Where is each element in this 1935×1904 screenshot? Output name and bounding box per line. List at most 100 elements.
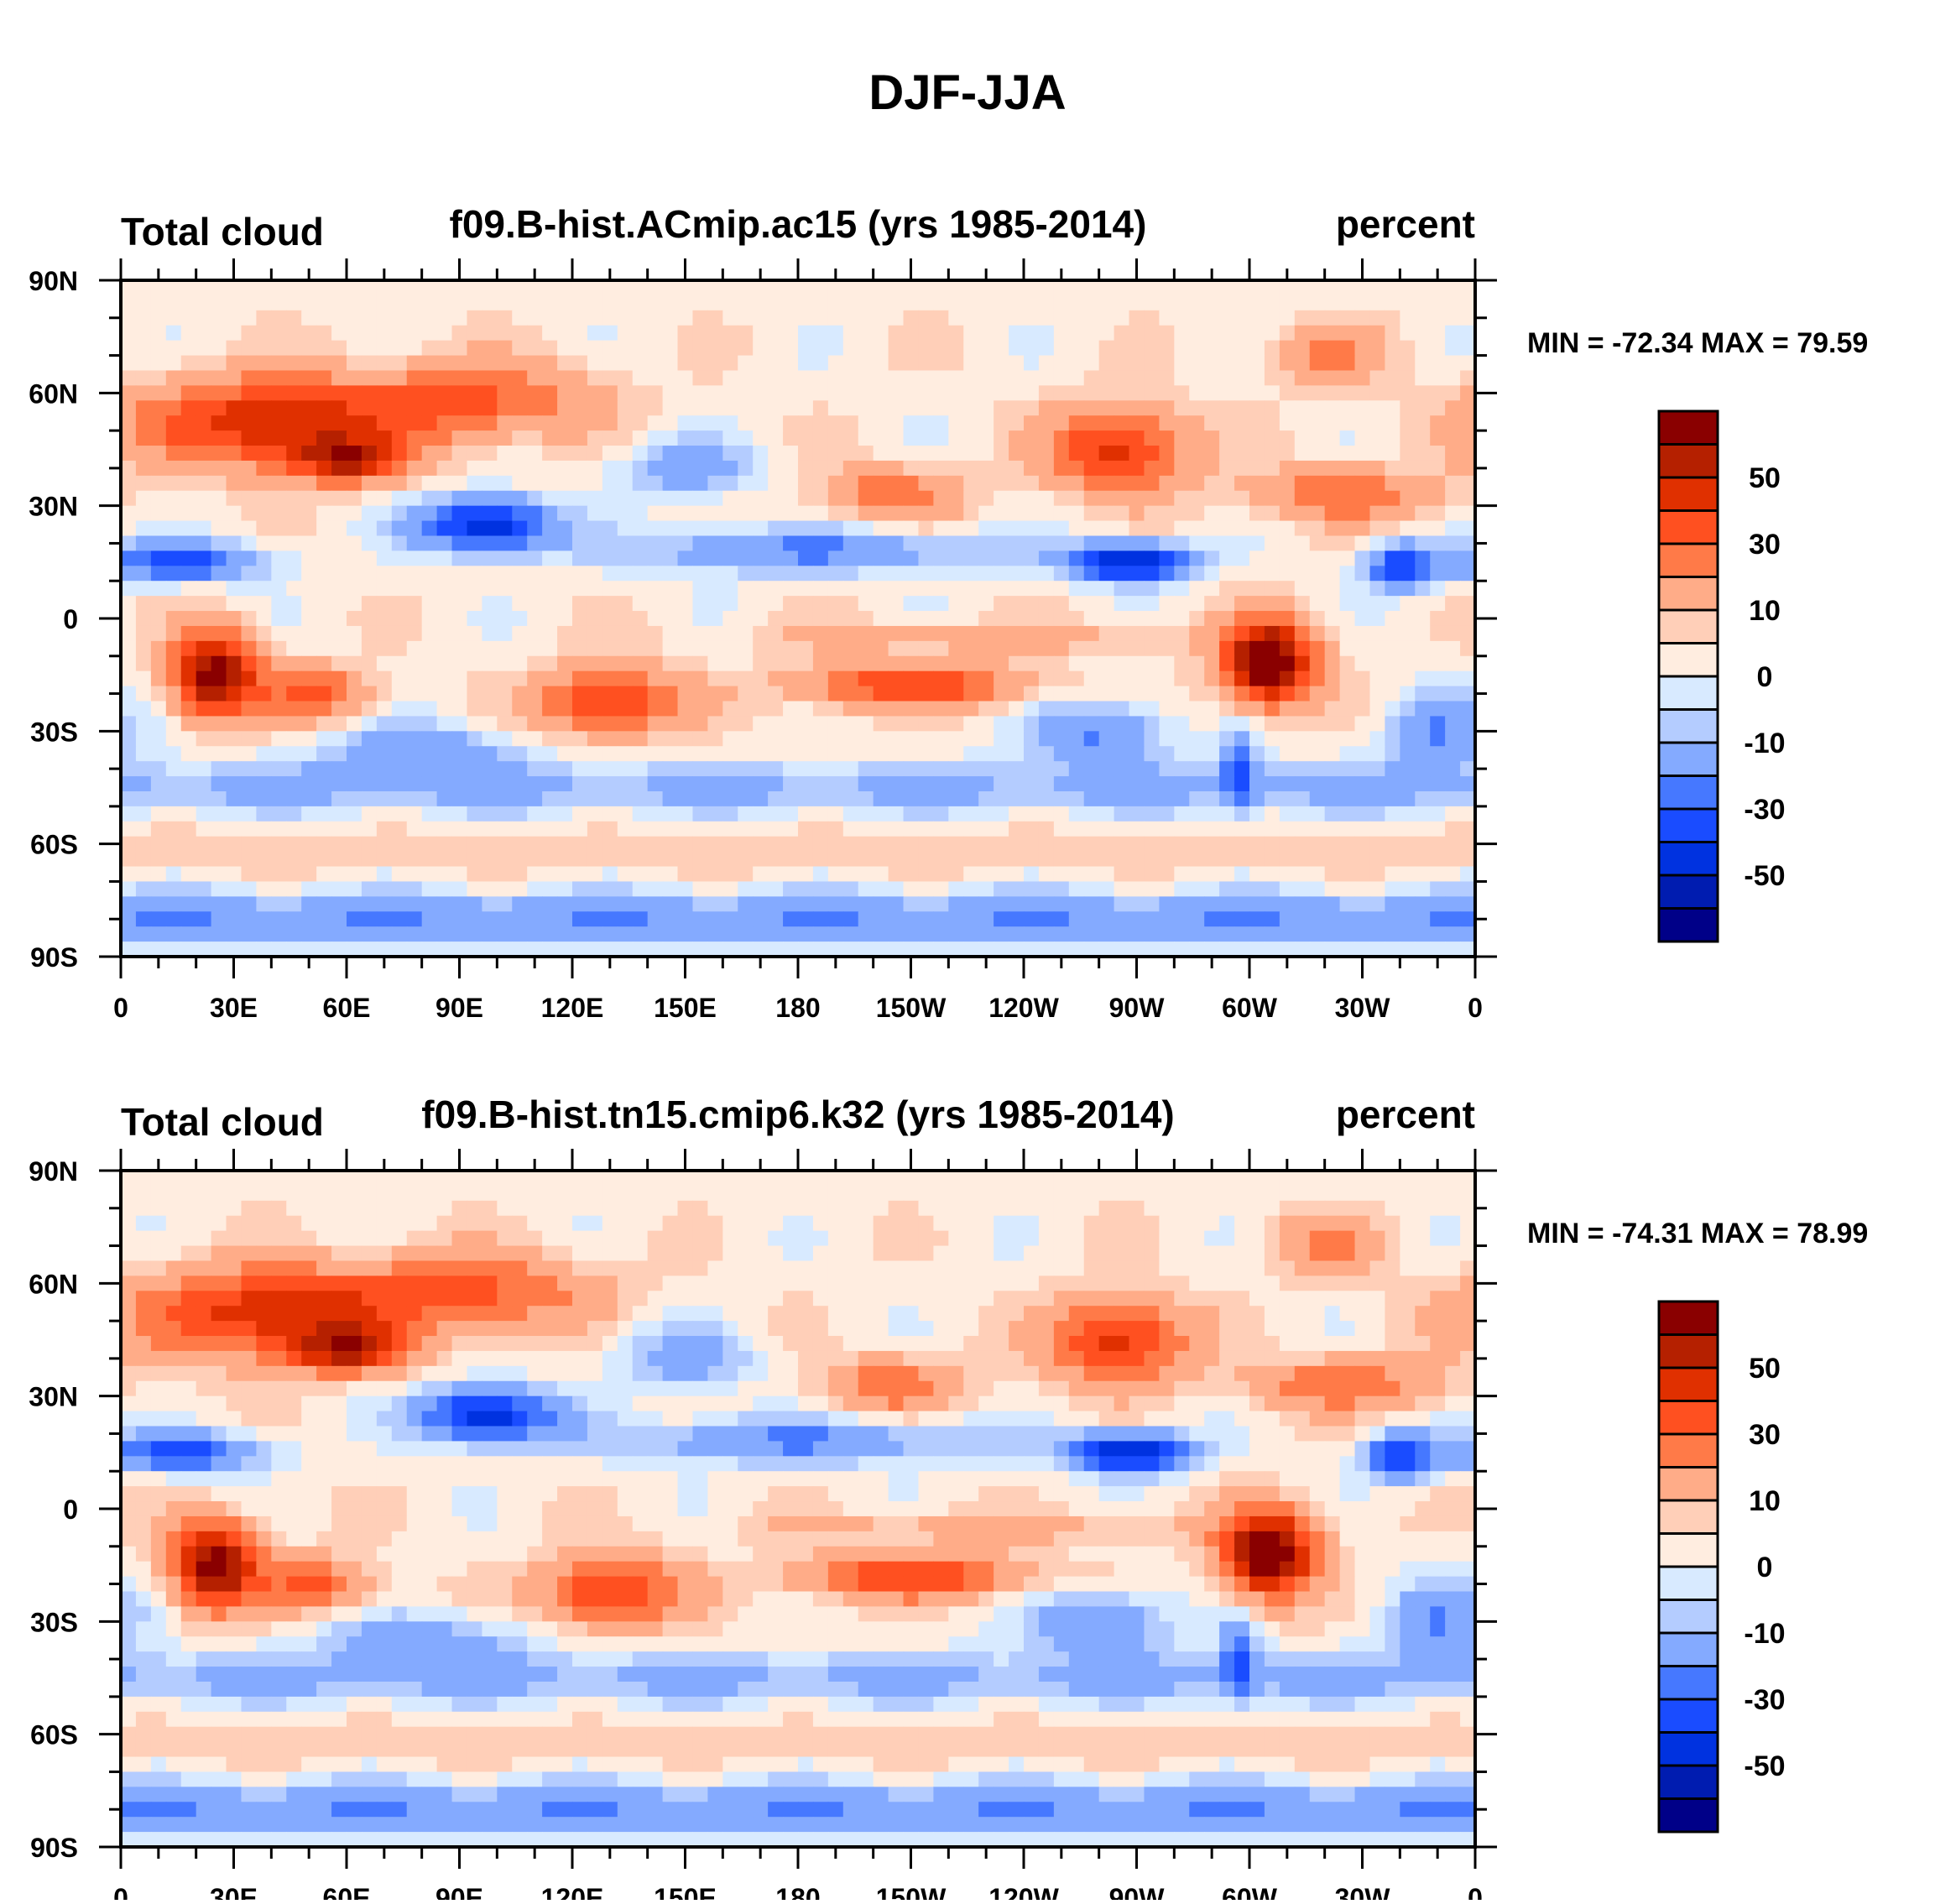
- heat-cell: [1069, 1231, 1085, 1247]
- heat-cell: [1385, 656, 1400, 672]
- heat-cell: [482, 731, 498, 747]
- heat-cell: [121, 702, 137, 717]
- heat-cell: [151, 400, 167, 416]
- heat-cell: [331, 806, 347, 822]
- heat-cell: [347, 356, 362, 372]
- heat-cell: [316, 1201, 332, 1217]
- heat-cell: [362, 806, 378, 822]
- heat-cell: [196, 911, 212, 927]
- heat-cell: [1355, 926, 1371, 942]
- heat-cell: [121, 731, 137, 747]
- heat-cell: [1385, 341, 1400, 357]
- heat-cell: [557, 566, 573, 582]
- heat-cell: [497, 702, 513, 717]
- heat-cell: [1129, 852, 1145, 868]
- heat-cell: [1159, 295, 1175, 311]
- heat-cell: [467, 1291, 482, 1307]
- heat-cell: [1445, 535, 1461, 551]
- heat-cell: [497, 476, 513, 492]
- heat-cell: [542, 280, 558, 296]
- heat-cell: [798, 822, 814, 837]
- heat-cell: [1144, 1231, 1160, 1247]
- heat-cell: [618, 566, 634, 582]
- heat-cell: [1039, 852, 1055, 868]
- heat-cell: [1280, 656, 1296, 672]
- heat-cell: [678, 1246, 694, 1262]
- heat-cell: [692, 461, 708, 477]
- heat-cell: [181, 641, 197, 657]
- heat-cell: [196, 596, 212, 612]
- heat-cell: [602, 430, 618, 446]
- heat-cell: [707, 867, 723, 883]
- heat-cell: [1445, 1171, 1461, 1187]
- heat-cell: [768, 341, 784, 357]
- heat-cell: [181, 881, 197, 897]
- heat-cell: [211, 535, 227, 551]
- heat-cell: [798, 310, 814, 326]
- heat-cell: [1039, 791, 1055, 807]
- heat-cell: [166, 896, 182, 912]
- heat-cell: [1280, 430, 1296, 446]
- heat-cell: [1099, 822, 1115, 837]
- heat-cell: [753, 686, 769, 702]
- heat-cell: [1415, 1246, 1431, 1262]
- heat-cell: [1114, 776, 1130, 792]
- heat-cell: [692, 1275, 708, 1291]
- colorbar-box: [1659, 710, 1718, 743]
- heat-cell: [1280, 626, 1296, 642]
- heat-cell: [121, 671, 137, 687]
- heat-cell: [1099, 356, 1115, 372]
- heat-cell: [1265, 671, 1280, 687]
- heat-cell: [392, 626, 408, 642]
- heat-cell: [978, 852, 994, 868]
- heat-cell: [512, 656, 528, 672]
- heat-cell: [286, 1246, 302, 1262]
- heat-cell: [678, 326, 694, 342]
- heat-cell: [692, 791, 708, 807]
- heat-cell: [542, 1216, 558, 1232]
- heat-cell: [452, 896, 468, 912]
- heat-cell: [316, 852, 332, 868]
- heat-cell: [1415, 806, 1431, 822]
- heat-cell: [331, 566, 347, 582]
- heat-cell: [1310, 506, 1326, 522]
- heat-cell: [121, 911, 137, 927]
- heat-cell: [1445, 822, 1461, 837]
- heat-cell: [347, 326, 362, 342]
- heat-cell: [542, 1201, 558, 1217]
- heat-cell: [572, 641, 588, 657]
- heat-cell: [994, 1291, 1009, 1307]
- heat-cell: [1024, 1231, 1040, 1247]
- heat-cell: [1024, 881, 1040, 897]
- heat-cell: [301, 310, 317, 326]
- heat-cell: [1009, 731, 1025, 747]
- heat-cell: [768, 415, 784, 431]
- heat-cell: [542, 1231, 558, 1247]
- heat-cell: [407, 550, 423, 566]
- heat-cell: [1024, 581, 1040, 597]
- heat-cell: [301, 791, 317, 807]
- heat-cell: [362, 1275, 378, 1291]
- heat-cell: [768, 776, 784, 792]
- heat-cell: [978, 581, 994, 597]
- heat-cell: [1219, 776, 1235, 792]
- heat-cell: [1415, 356, 1431, 372]
- heat-cell: [963, 896, 979, 912]
- heat-cell: [707, 686, 723, 702]
- heat-cell: [1415, 626, 1431, 642]
- heat-cell: [663, 370, 679, 386]
- heat-cell: [678, 911, 694, 927]
- heat-cell: [1385, 596, 1400, 612]
- heat-cell: [663, 746, 679, 762]
- heat-cell: [1114, 837, 1130, 853]
- heat-cell: [482, 356, 498, 372]
- heat-cell: [482, 671, 498, 687]
- heat-cell: [1039, 430, 1055, 446]
- heat-cell: [1009, 822, 1025, 837]
- heat-cell: [1054, 1260, 1070, 1276]
- heat-cell: [933, 1275, 949, 1291]
- heat-cell: [1069, 702, 1085, 717]
- heat-cell: [241, 550, 257, 566]
- heat-cell: [602, 716, 618, 732]
- heat-cell: [722, 461, 738, 477]
